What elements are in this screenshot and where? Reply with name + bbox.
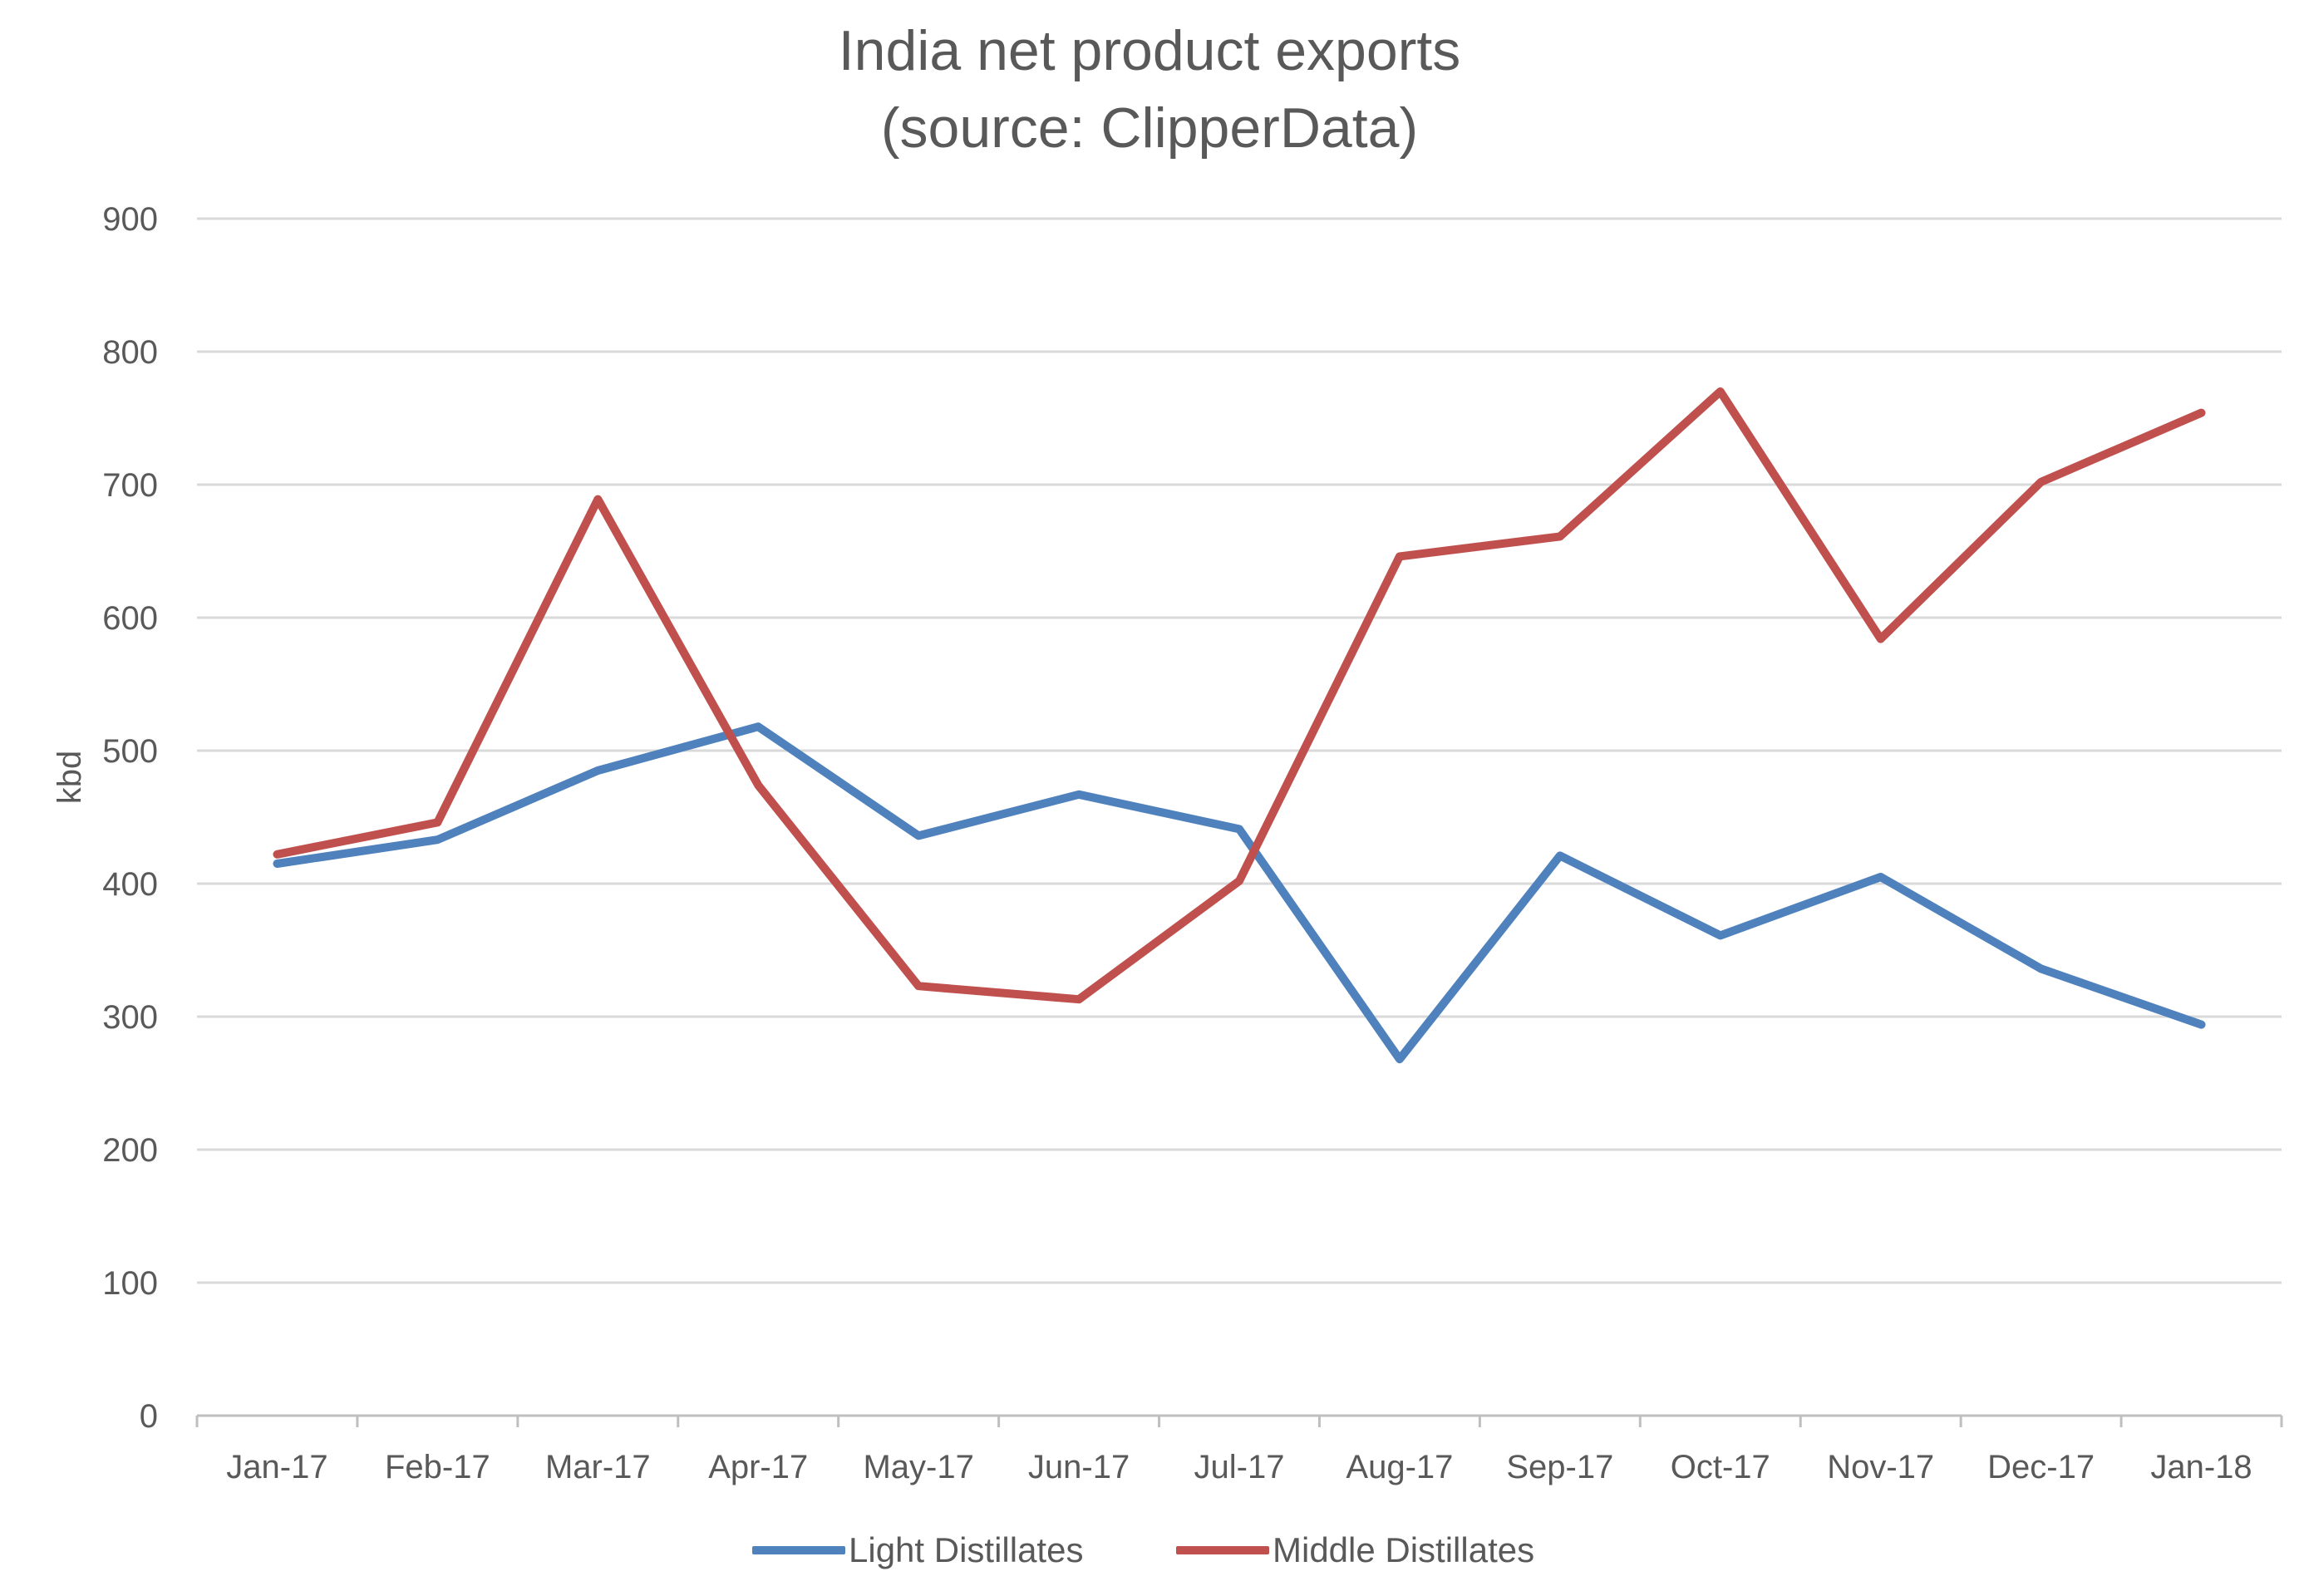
legend-swatch-light-distillates	[752, 1546, 845, 1554]
y-tick-label-200: 200	[102, 1132, 158, 1169]
data-point-middle-distillates-Jan-18	[2201, 412, 2203, 414]
legend-label-light-distillates: Light Distillates	[849, 1530, 1084, 1569]
y-tick-label-900: 900	[102, 201, 158, 238]
y-tick-label-400: 400	[102, 866, 158, 903]
series-line-light-distillates	[273, 722, 2206, 1064]
data-point-light-distillates-Sep-17	[1559, 855, 1561, 856]
data-point-light-distillates-Nov-17	[1880, 876, 1882, 878]
x-tick-label-Jan-17: Jan-17	[226, 1449, 327, 1485]
legend-swatch-middle-distillates	[1176, 1546, 1269, 1554]
data-point-light-distillates-May-17	[918, 835, 919, 836]
legend: Light Distillates Middle Distillates	[0, 1521, 2299, 1579]
x-tick-label-Feb-17: Feb-17	[385, 1449, 490, 1485]
data-point-middle-distillates-Aug-17	[1399, 555, 1401, 557]
y-tick-label-0: 0	[140, 1398, 158, 1435]
data-point-light-distillates-Jul-17	[1238, 828, 1240, 830]
x-tick-label-Sep-17: Sep-17	[1506, 1449, 1613, 1485]
series-line-middle-distillates	[273, 387, 2206, 1004]
x-tick-label-Jul-17: Jul-17	[1194, 1449, 1285, 1485]
x-tick-label-Dec-17: Dec-17	[1987, 1449, 2095, 1485]
chart-subtitle: (source: ClipperData)	[880, 96, 1419, 160]
x-tick-label-Jan-18: Jan-18	[2150, 1449, 2252, 1485]
data-point-middle-distillates-Nov-17	[1880, 638, 1882, 640]
x-tick-label-Nov-17: Nov-17	[1827, 1449, 1934, 1485]
chart-title: India net product exports	[838, 19, 1461, 82]
data-point-middle-distillates-Feb-17	[436, 821, 438, 823]
legend-label-middle-distillates: Middle Distillates	[1273, 1530, 1535, 1569]
data-point-middle-distillates-Jul-17	[1238, 880, 1240, 882]
x-tick-label-Apr-17: Apr-17	[708, 1449, 808, 1485]
x-tick-label-Aug-17: Aug-17	[1346, 1449, 1453, 1485]
data-point-light-distillates-Jan-18	[2201, 1024, 2203, 1026]
x-tick-label-Mar-17: Mar-17	[545, 1449, 651, 1485]
x-tick-label-Jun-17: Jun-17	[1028, 1449, 1130, 1485]
x-tick-label-May-17: May-17	[863, 1449, 973, 1485]
data-point-middle-distillates-Apr-17	[757, 785, 759, 786]
y-tick-label-600: 600	[102, 600, 158, 637]
legend-item-light-distillates: Light Distillates	[752, 1521, 1083, 1579]
y-tick-label-500: 500	[102, 733, 158, 770]
y-axis-label: kbd	[52, 750, 88, 805]
data-point-light-distillates-Jun-17	[1078, 794, 1080, 796]
data-point-light-distillates-Aug-17	[1399, 1058, 1401, 1060]
y-tick-label-300: 300	[102, 999, 158, 1036]
legend-item-middle-distillates: Middle Distillates	[1176, 1521, 1534, 1579]
data-point-middle-distillates-Jan-17	[276, 854, 278, 855]
y-tick-label-800: 800	[102, 334, 158, 371]
y-tick-label-700: 700	[102, 467, 158, 504]
data-point-light-distillates-Oct-17	[1720, 934, 1721, 936]
data-point-middle-distillates-Jun-17	[1078, 998, 1080, 1000]
data-point-middle-distillates-May-17	[918, 985, 919, 987]
data-point-middle-distillates-Sep-17	[1559, 535, 1561, 537]
x-tick-label-Oct-17: Oct-17	[1671, 1449, 1770, 1485]
y-tick-label-100: 100	[102, 1265, 158, 1302]
